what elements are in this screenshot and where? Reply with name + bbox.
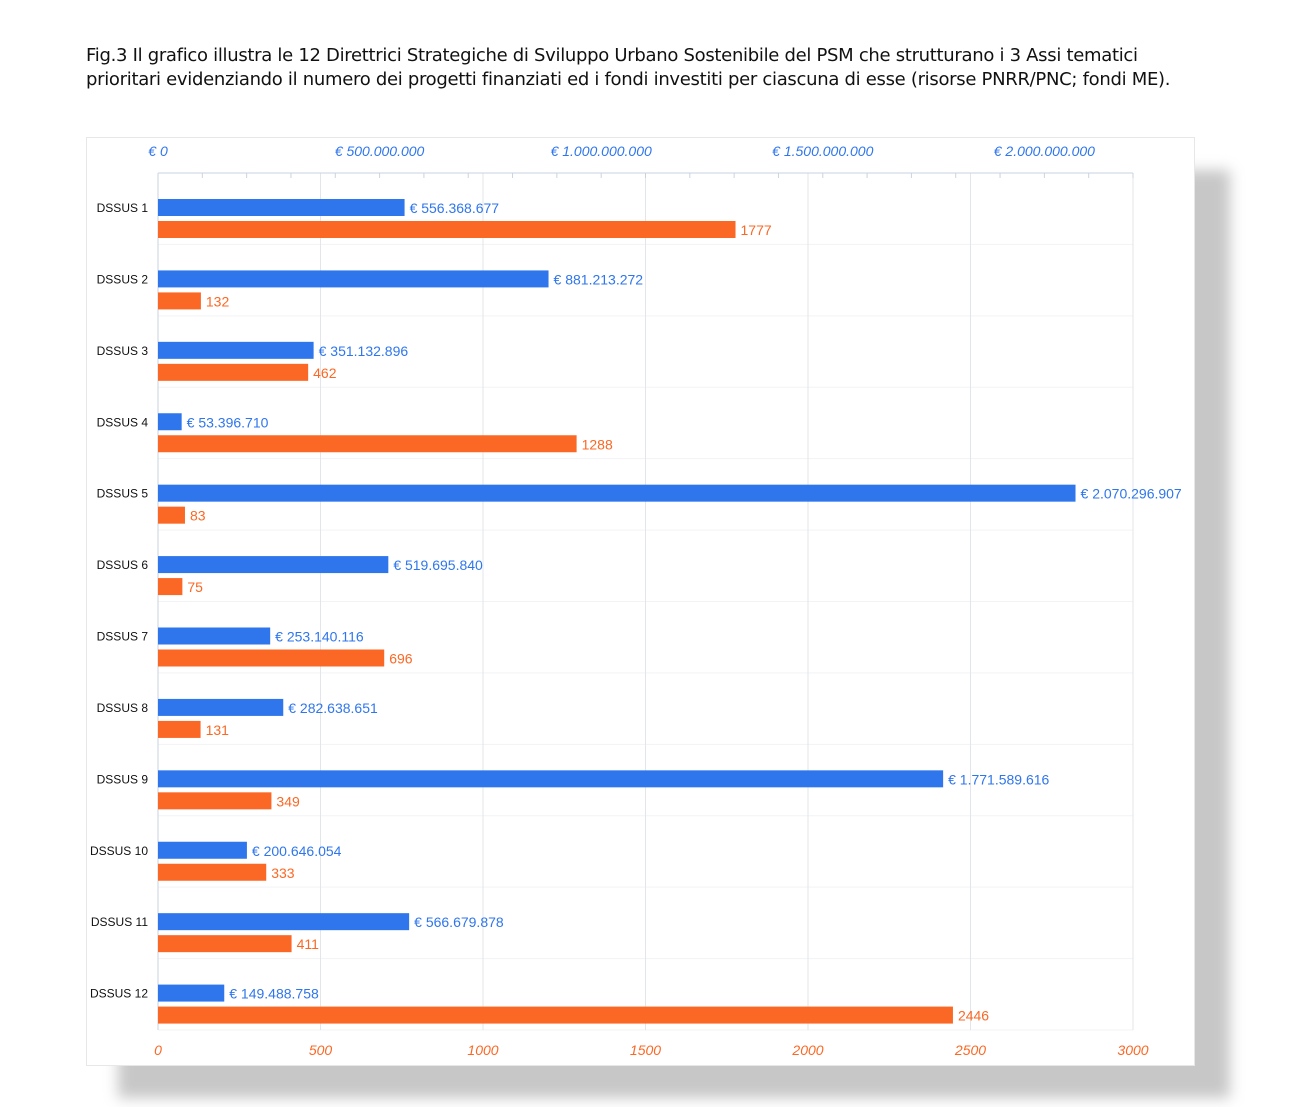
projects-data-label: 75 <box>187 579 203 595</box>
funds-bar <box>158 556 389 574</box>
bottom-axis-tick-label: 1500 <box>630 1042 661 1058</box>
figure-caption: Fig.3 Il grafico illustra le 12 Direttri… <box>86 45 1171 90</box>
funds-data-label: € 200.646.054 <box>252 843 342 859</box>
projects-bar <box>158 649 385 667</box>
projects-data-label: 411 <box>297 936 320 952</box>
projects-data-label: 462 <box>313 365 337 381</box>
funds-bar <box>158 199 405 216</box>
labels: € 0 € 500.000.000 € 1.000.000.000 € 1.500.0… <box>90 143 1182 1058</box>
projects-data-label: 349 <box>276 793 300 809</box>
top-axis-tick-label: € 0 <box>148 143 168 159</box>
funds-bar <box>158 770 944 788</box>
projects-data-label: 83 <box>190 508 206 524</box>
funds-data-label: € 351.132.896 <box>319 343 409 359</box>
category-label: DSSUS 10 <box>90 844 148 858</box>
projects-data-label: 131 <box>206 722 230 738</box>
projects-data-label: 1288 <box>582 436 613 452</box>
bottom-axis-tick-label: 2500 <box>954 1042 986 1058</box>
category-label: DSSUS 12 <box>90 987 148 1001</box>
axes <box>157 172 1134 1030</box>
projects-bar <box>158 863 267 881</box>
gridlines <box>158 172 1134 1031</box>
bars <box>158 199 1076 1024</box>
category-label: DSSUS 5 <box>97 487 149 501</box>
bottom-axis-tick-label: 2000 <box>791 1042 823 1058</box>
funds-bar <box>158 698 284 716</box>
funds-data-label: € 881.213.272 <box>554 271 644 287</box>
category-label: DSSUS 4 <box>97 415 149 429</box>
projects-data-label: 333 <box>271 865 295 881</box>
top-axis-tick-label: € 1.500.000.000 <box>772 143 873 159</box>
funds-data-label: € 556.368.677 <box>410 200 500 216</box>
projects-bar <box>158 578 183 596</box>
category-label: DSSUS 8 <box>97 701 149 715</box>
projects-bar <box>158 292 201 310</box>
category-label: DSSUS 7 <box>97 630 149 644</box>
funds-bar <box>158 341 314 359</box>
funds-data-label: € 1.771.589.616 <box>948 771 1049 787</box>
bottom-axis-tick-label: 500 <box>309 1042 333 1058</box>
category-label: DSSUS 9 <box>97 772 149 786</box>
top-axis-tick-label: € 500.000.000 <box>335 143 425 159</box>
top-axis-tick-label: € 2.000.000.000 <box>994 143 1095 159</box>
category-label: DSSUS 1 <box>97 201 149 215</box>
projects-bar <box>158 792 272 810</box>
projects-data-label: 2446 <box>958 1008 989 1024</box>
category-label: DSSUS 6 <box>97 558 149 572</box>
funds-data-label: € 566.679.878 <box>414 914 504 930</box>
projects-bar <box>158 935 292 953</box>
funds-data-label: € 2.070.296.907 <box>1081 486 1182 502</box>
funds-data-label: € 519.695.840 <box>393 557 483 573</box>
funds-bar <box>158 270 549 288</box>
category-label: DSSUS 3 <box>97 344 149 358</box>
projects-data-label: 1777 <box>741 222 772 238</box>
funds-bar <box>158 627 271 645</box>
projects-bar <box>158 1006 953 1024</box>
funds-bar <box>158 984 225 1002</box>
funds-bar <box>158 484 1076 502</box>
projects-bar <box>158 221 736 238</box>
bottom-axis-tick-label: 3000 <box>1117 1042 1148 1058</box>
projects-bar <box>158 435 577 453</box>
bar-chart: € 0 € 500.000.000 € 1.000.000.000 € 1.500.0… <box>90 143 1182 1058</box>
projects-bar <box>158 506 185 524</box>
category-label: DSSUS 2 <box>97 272 149 286</box>
projects-bar <box>158 720 201 738</box>
projects-bar <box>158 363 309 381</box>
funds-data-label: € 282.638.651 <box>288 700 378 716</box>
funds-data-label: € 149.488.758 <box>229 986 319 1002</box>
projects-data-label: 132 <box>206 293 230 309</box>
funds-bar <box>158 841 247 859</box>
bottom-axis-tick-label: 1000 <box>467 1042 498 1058</box>
funds-bar <box>158 413 182 431</box>
funds-data-label: € 253.140.116 <box>275 629 364 645</box>
funds-bar <box>158 913 410 931</box>
projects-data-label: 696 <box>389 651 413 667</box>
category-label: DSSUS 11 <box>91 915 148 929</box>
top-axis-tick-label: € 1.000.000.000 <box>551 143 652 159</box>
funds-data-label: € 53.396.710 <box>187 414 269 430</box>
bottom-axis-tick-label: 0 <box>154 1042 162 1058</box>
